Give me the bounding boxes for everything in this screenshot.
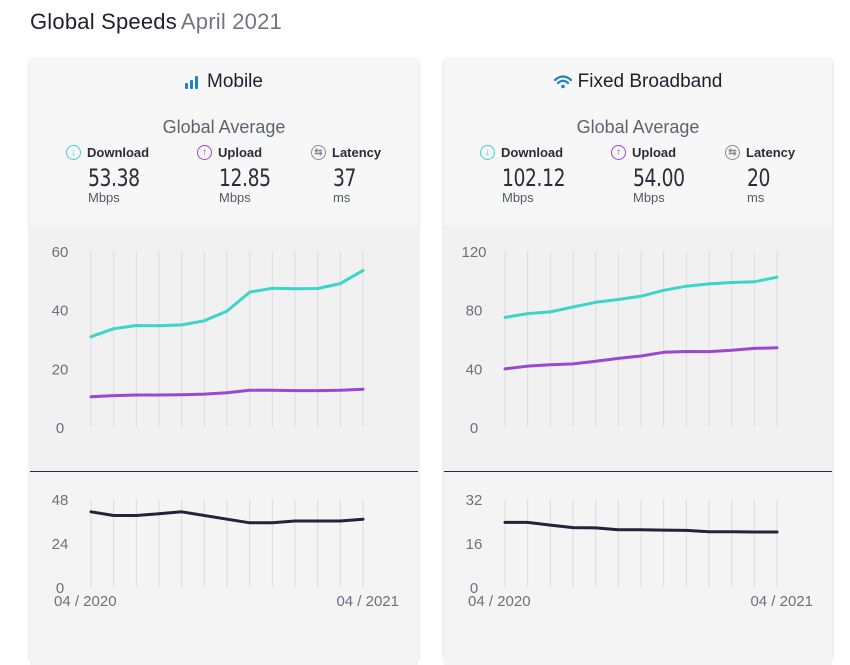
mobile-download-label: Download — [87, 145, 149, 160]
mobile-latency-panel-bg — [30, 472, 418, 665]
broadband-latency-ytick-label: 16 — [466, 536, 483, 553]
page-title-date: April 2021 — [181, 9, 282, 34]
mobile-download-value: 53.38 — [88, 164, 164, 192]
broadband-global-average-label: Global Average — [444, 117, 832, 138]
mobile-card-header: Mobile Global Average ↓ Download 53.38 Mb… — [30, 59, 418, 225]
mobile-upload-value: 12.85 — [219, 164, 295, 192]
broadband-latency-metric: ⇆ Latency 20 ms — [725, 145, 845, 205]
broadband-latency-label: Latency — [746, 145, 795, 160]
mobile-card: Mobile Global Average ↓ Download 53.38 Mb… — [30, 59, 418, 659]
broadband-latency-unit: ms — [747, 190, 845, 205]
broadband-card-title-text: Fixed Broadband — [578, 71, 723, 92]
signal-bars-icon — [185, 74, 201, 89]
mobile-chart-divider — [30, 471, 418, 472]
mobile-speed-ytick-label: 20 — [52, 361, 69, 378]
broadband-speed-ytick-label: 80 — [466, 303, 483, 320]
mobile-latency-ytick-label: 24 — [52, 536, 69, 553]
mobile-latency-value: 37 — [333, 164, 409, 192]
mobile-global-average-label: Global Average — [30, 117, 418, 138]
mobile-download-unit: Mbps — [88, 190, 186, 205]
broadband-speed-ytick-label: 0 — [470, 420, 478, 437]
mobile-latency-metric: ⇆ Latency 37 ms — [311, 145, 431, 205]
page-title-main: Global Speeds — [30, 9, 177, 34]
mobile-card-title-text: Mobile — [207, 71, 263, 92]
mobile-download-metric: ↓ Download 53.38 Mbps — [66, 145, 186, 205]
mobile-speed-ytick-label: 60 — [52, 244, 69, 261]
broadband-download-value: 102.12 — [502, 164, 578, 192]
mobile-x-end-label: 04 / 2021 — [336, 593, 399, 610]
broadband-upload-metric: ↑ Upload 54.00 Mbps — [611, 145, 731, 205]
wifi-icon — [554, 75, 572, 89]
mobile-x-start-label: 04 / 2020 — [54, 593, 117, 610]
broadband-latency-panel-bg — [444, 472, 832, 665]
broadband-card-header: Fixed Broadband Global Average ↓ Download… — [444, 59, 832, 225]
broadband-card-title: Fixed Broadband — [444, 71, 832, 93]
download-icon: ↓ — [66, 145, 81, 160]
broadband-latency-value: 20 — [747, 164, 823, 192]
mobile-latency-ytick-label: 48 — [52, 492, 69, 509]
broadband-x-end-label: 04 / 2021 — [750, 593, 813, 610]
upload-icon: ↑ — [611, 145, 626, 160]
mobile-upload-metric: ↑ Upload 12.85 Mbps — [197, 145, 317, 205]
mobile-speed-ytick-label: 0 — [56, 420, 64, 437]
broadband-download-unit: Mbps — [502, 190, 600, 205]
broadband-download-metric: ↓ Download 102.12 Mbps — [480, 145, 600, 205]
broadband-card: Fixed Broadband Global Average ↓ Download… — [444, 59, 832, 659]
broadband-speed-ytick-label: 120 — [461, 244, 486, 261]
mobile-card-title: Mobile — [30, 71, 418, 93]
broadband-latency-ytick-label: 32 — [466, 492, 483, 509]
broadband-upload-label: Upload — [632, 145, 676, 160]
mobile-speed-panel-bg — [30, 225, 418, 471]
upload-icon: ↑ — [197, 145, 212, 160]
mobile-latency-label: Latency — [332, 145, 381, 160]
broadband-chart-divider — [444, 471, 832, 472]
broadband-x-start-label: 04 / 2020 — [468, 593, 531, 610]
broadband-upload-unit: Mbps — [633, 190, 731, 205]
broadband-download-label: Download — [501, 145, 563, 160]
latency-icon: ⇆ — [725, 145, 740, 160]
broadband-speed-ytick-label: 40 — [466, 361, 483, 378]
broadband-upload-value: 54.00 — [633, 164, 709, 192]
download-icon: ↓ — [480, 145, 495, 160]
mobile-upload-label: Upload — [218, 145, 262, 160]
mobile-upload-unit: Mbps — [219, 190, 317, 205]
latency-icon: ⇆ — [311, 145, 326, 160]
mobile-latency-unit: ms — [333, 190, 431, 205]
mobile-speed-ytick-label: 40 — [52, 303, 69, 320]
